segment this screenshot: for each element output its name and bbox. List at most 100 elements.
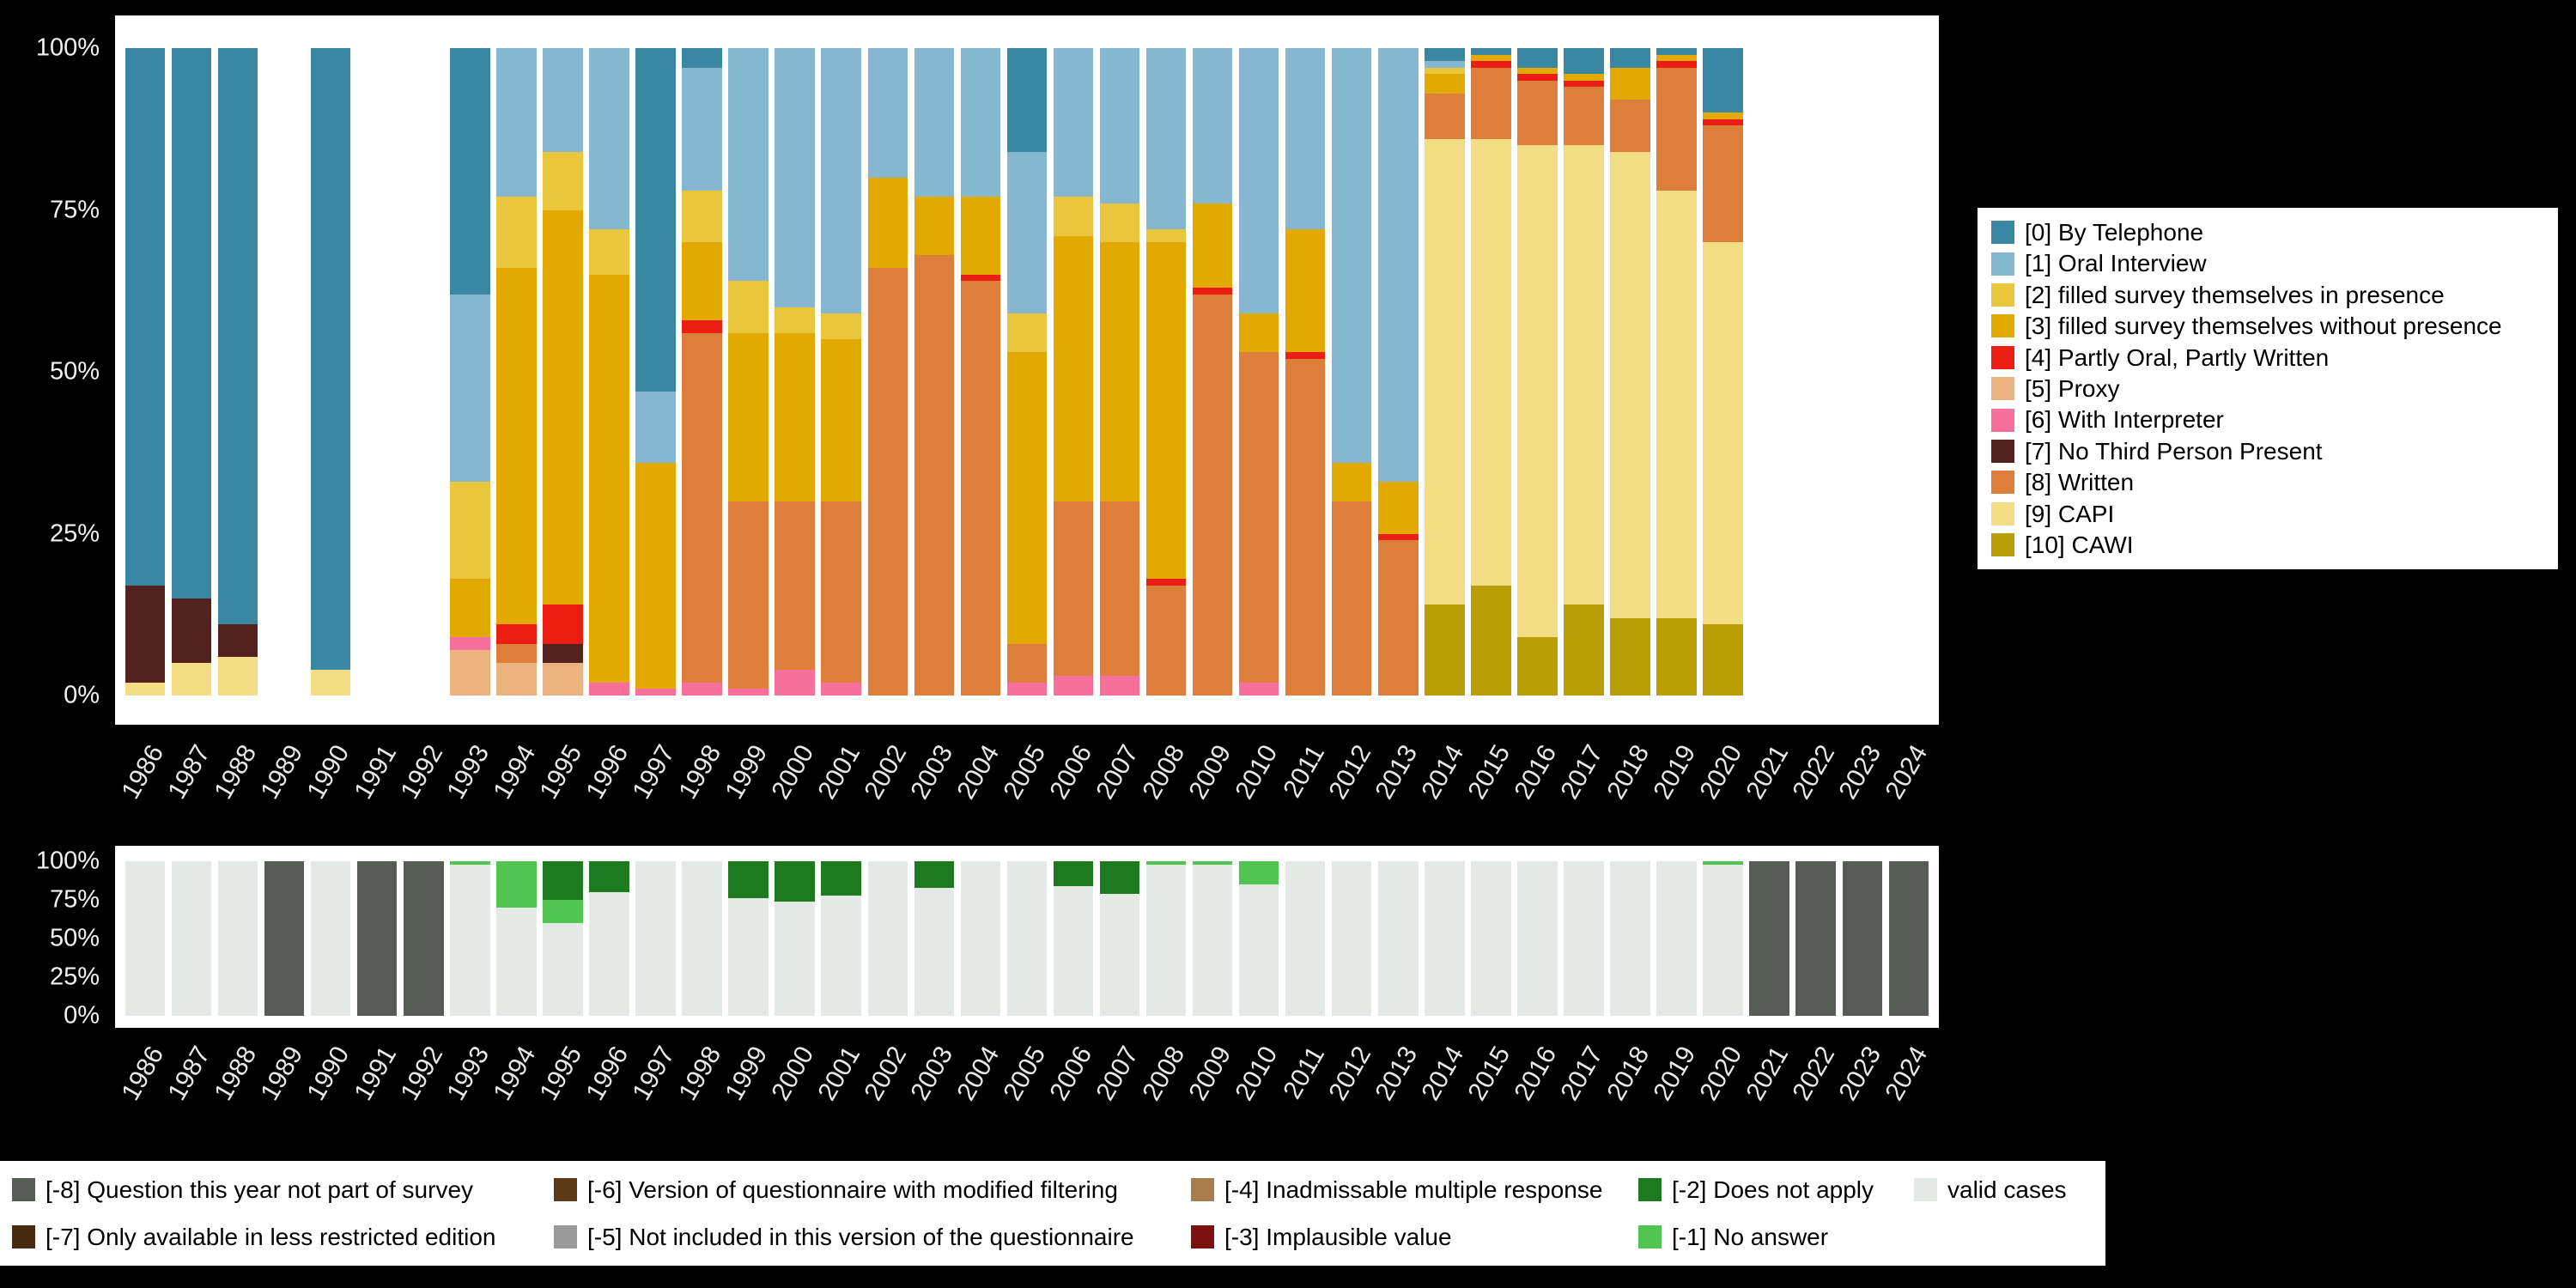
bar-slot-1992 [400,861,447,1016]
year-label: 1992 [394,740,448,805]
bar-segment-6 [1099,676,1140,696]
x-axis-top: 1986 1987 1988 1989 1990 1991 1992 1993 1994 1995… [117,733,1934,845]
bar-segment--2 [914,861,955,888]
bar-slot-2005 [1004,48,1050,696]
stacked-bar-2024 [1888,861,1929,1016]
legend-item-4: [4] Partly Oral, Partly Written [1991,344,2544,370]
x-slot-1995: 1995 [534,733,587,845]
stacked-bar-2006 [1053,48,1094,696]
bar-segment--2 [728,861,769,899]
year-label: 2023 [1833,1042,1887,1106]
bar-segment-8 [728,501,769,690]
year-label: 2021 [1741,1042,1795,1106]
stacked-bar-1998 [682,48,722,696]
legend-label: [-7] Only available in less restricted e… [46,1223,496,1250]
bar-segment-4 [1656,61,1697,68]
bar-slot-1988 [215,48,261,696]
y-tick-label: 100% [35,847,100,875]
legend-swatch-8 [1991,471,2014,495]
stacked-bar-2002 [867,861,908,1016]
bar-slot-2024 [1886,861,1932,1016]
legend-swatch--4 [1191,1177,1214,1201]
bar-slot-2011 [1282,861,1328,1016]
legend-item-6: [6] With Interpreter [1991,407,2544,433]
bar-segment-4 [1564,80,1604,88]
stacked-bar-2017 [1564,861,1604,1016]
bar-segment-9 [1656,190,1697,618]
bar-segment-1 [914,48,955,197]
stacked-bar-1991 [357,861,398,1016]
legend-label: [-6] Version of questionnaire with modif… [587,1176,1118,1203]
mode-chart-bars [122,48,1932,696]
bar-segment--8 [357,861,398,1016]
year-label: 2013 [1369,1042,1423,1106]
legend-swatch-9 [1991,501,2014,526]
bar-segment-3 [682,242,722,320]
bar-segment-6 [682,682,722,696]
y-tick-label: 25% [49,963,100,991]
x-slot-2002: 2002 [859,733,912,845]
bar-slot-1999 [726,48,772,696]
bar-segment-8 [1610,100,1650,152]
bar-segment-9 [1703,242,1743,625]
bar-segment--1 [1238,861,1279,884]
legend-item-0: [0] By Telephone [1991,220,2544,245]
legend-item-9: [9] CAPI [1991,501,2544,526]
bar-segment-3 [1285,229,1326,353]
bar-segment-8 [1378,540,1419,696]
legend-item-3: [3] filled survey themselves without pre… [1991,313,2544,339]
x-slot-2008: 2008 [1138,1035,1191,1146]
legend-swatch-7 [1991,439,2014,463]
bar-segment-1 [1006,151,1048,314]
bar-segment-6 [1238,682,1279,696]
bar-segment-2 [450,482,490,580]
bar-segment-9 [217,656,258,696]
stacked-bar-1988 [217,48,258,696]
bar-segment-5 [496,663,537,696]
legend-item--4: [-4] Inadmissable multiple response [1191,1176,1638,1202]
year-label: 2005 [998,740,1052,805]
bar-segment-0 [1006,48,1048,152]
bar-slot-2001 [818,861,865,1016]
bar-slot-1989 [261,861,307,1016]
year-label: 2004 [951,740,1005,805]
bar-segment-4 [1285,352,1326,359]
missing-legend: [-8] Question this year not part of surv… [0,1161,2105,1266]
x-slot-2023: 2023 [1833,1035,1886,1146]
bar-segment-valid [1238,884,1279,1016]
bar-slot-1996 [586,861,632,1016]
stacked-bar-2014 [1425,861,1465,1016]
x-slot-2019: 2019 [1648,1035,1701,1146]
legend-label: valid cases [1947,1176,2067,1203]
bar-segment-8 [1006,643,1048,683]
y-tick-label: 25% [49,519,100,547]
bar-segment-0 [217,48,258,625]
x-slot-2005: 2005 [999,733,1052,845]
bar-segment--8 [1888,861,1929,1016]
bar-segment-4 [1471,61,1511,68]
bar-segment-0 [1564,48,1604,75]
stacked-bar-2011 [1285,861,1326,1016]
legend-item--6: [-6] Version of questionnaire with modif… [554,1176,1191,1203]
year-label: 2012 [1322,1042,1376,1106]
bar-segment-0 [450,48,490,295]
bar-slot-2002 [865,861,911,1016]
bar-slot-2001 [818,48,865,696]
year-label: 2022 [1787,1042,1841,1106]
legend-label: [1] Oral Interview [2025,250,2207,277]
bar-segment-3 [1425,74,1465,94]
stacked-bar-2000 [775,861,815,1016]
bar-segment-3 [960,197,1001,275]
bar-segment-9 [171,663,212,696]
bar-segment-4 [960,274,1001,282]
stacked-bar-1996 [589,48,629,696]
bar-slot-2017 [1560,48,1607,696]
bar-slot-2016 [1514,48,1560,696]
x-slot-2024: 2024 [1880,733,1933,845]
bar-segment-10 [1656,617,1697,696]
legend-label: [-5] Not included in this version of the… [587,1223,1134,1250]
bar-segment-1 [728,48,769,282]
legend-swatch--8 [12,1177,35,1201]
bar-segment-6 [728,689,769,696]
